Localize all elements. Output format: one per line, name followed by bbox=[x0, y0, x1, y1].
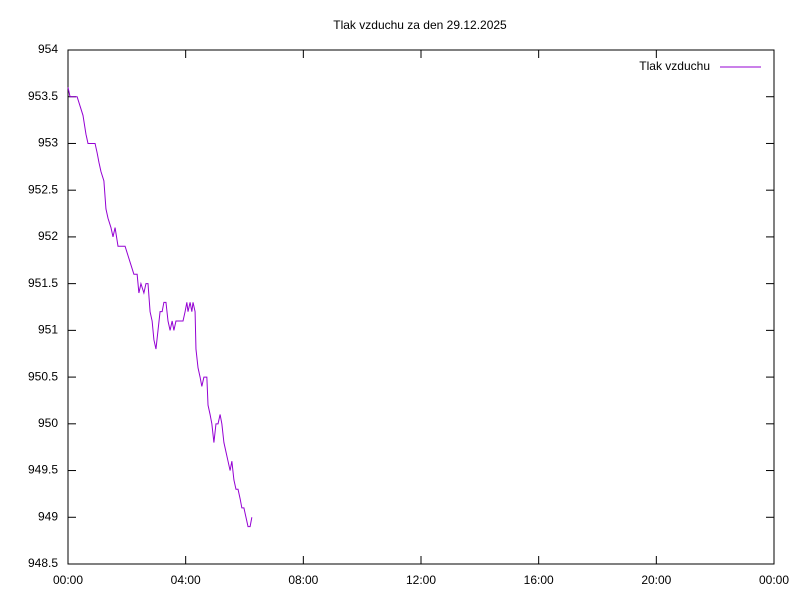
x-tick-label: 12:00 bbox=[406, 573, 436, 587]
y-tick-label: 949 bbox=[38, 509, 58, 523]
y-tick-label: 949.5 bbox=[28, 463, 58, 477]
y-tick-label: 950.5 bbox=[28, 369, 58, 383]
legend-label: Tlak vzduchu bbox=[639, 59, 710, 73]
x-tick-label: 16:00 bbox=[524, 573, 554, 587]
y-tick-label: 951.5 bbox=[28, 276, 58, 290]
x-tick-label: 00:00 bbox=[759, 573, 789, 587]
y-tick-label: 952.5 bbox=[28, 182, 58, 196]
x-tick-label: 08:00 bbox=[288, 573, 318, 587]
y-tick-label: 950 bbox=[38, 416, 58, 430]
y-tick-label: 953 bbox=[38, 136, 58, 150]
y-tick-label: 954 bbox=[38, 42, 58, 56]
y-tick-label: 952 bbox=[38, 229, 58, 243]
x-tick-label: 00:00 bbox=[53, 573, 83, 587]
plot-border bbox=[67, 49, 775, 565]
x-tick-label: 04:00 bbox=[171, 573, 201, 587]
y-tick-label: 953.5 bbox=[28, 89, 58, 103]
data-line bbox=[67, 87, 253, 528]
y-tick-label: 951 bbox=[38, 323, 58, 337]
x-tick-label: 20:00 bbox=[641, 573, 671, 587]
y-tick-label: 948.5 bbox=[28, 556, 58, 570]
chart-title: Tlak vzduchu za den 29.12.2025 bbox=[333, 18, 507, 32]
